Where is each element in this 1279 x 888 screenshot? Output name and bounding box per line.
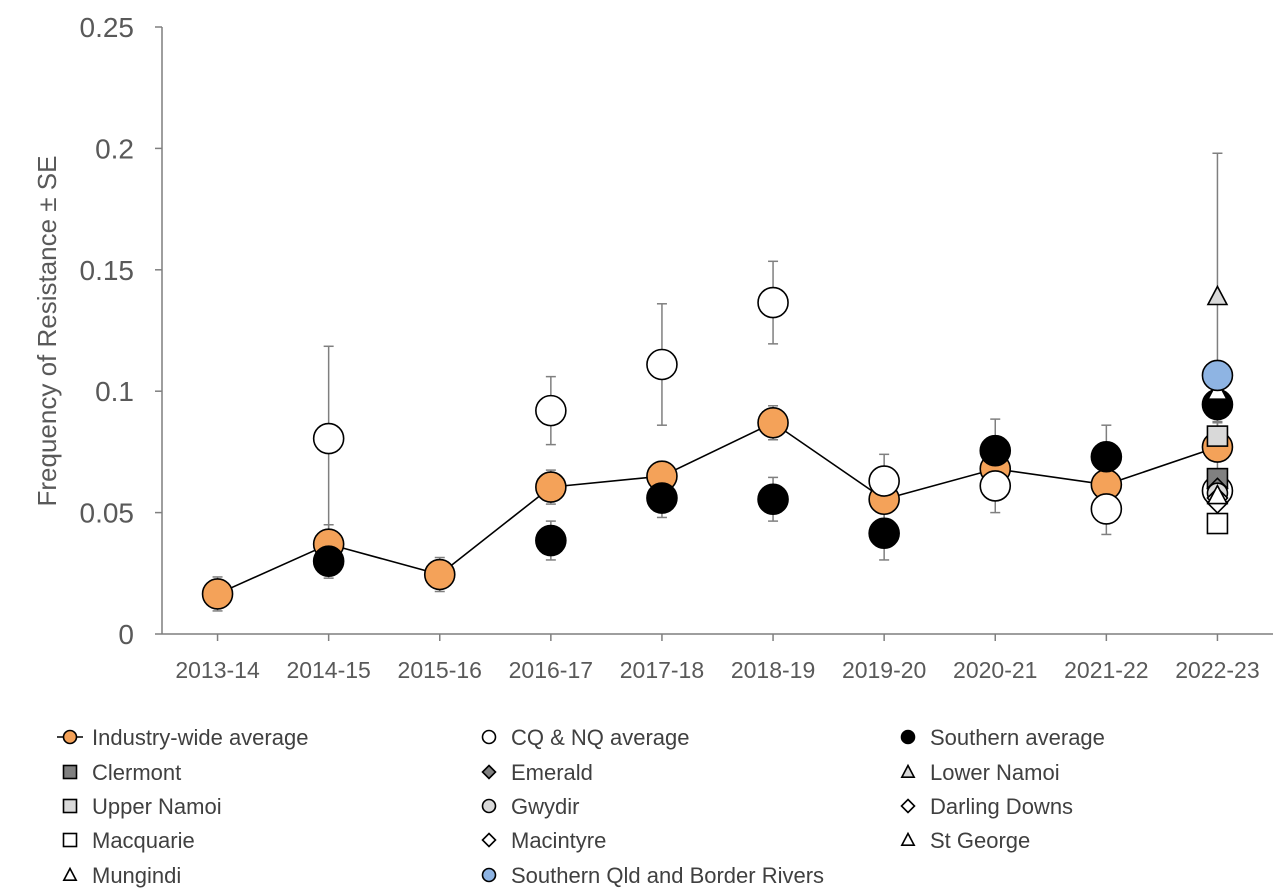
data-markers: [201, 284, 1234, 610]
legend-label: Macquarie: [92, 828, 195, 853]
legend-label: Mungindi: [92, 863, 181, 888]
data-point: [757, 286, 789, 319]
y-tick-label: 0: [118, 619, 134, 650]
legend-marker: [481, 764, 497, 780]
legend-marker: [481, 729, 497, 745]
axes: 0 0.05 0.1 0.15 0.2 0.25 2013-14 2014-15 2015-16…: [80, 12, 1273, 683]
legend-marker: [62, 832, 78, 848]
data-point: [312, 422, 345, 455]
data-point: [1201, 359, 1234, 392]
legend-marker: [62, 764, 78, 780]
data-point: [535, 394, 567, 427]
data-point: [868, 517, 900, 550]
legend-label: Lower Namoi: [930, 760, 1060, 785]
legend-marker: [481, 832, 497, 848]
x-tick-label: 2021-22: [1064, 657, 1148, 683]
series-line: [217, 421, 1218, 595]
legend-label: Upper Namoi: [92, 794, 222, 819]
data-point: [1206, 512, 1229, 535]
error-bars: [212, 152, 1223, 612]
data-point: [1090, 493, 1123, 525]
x-tick-label: 2016-17: [509, 657, 593, 683]
x-tick-label: 2017-18: [620, 657, 704, 683]
legend: Industry-wide average CQ & NQ average Sout…: [57, 725, 1105, 888]
legend-label: Southern Qld and Border Rivers: [511, 863, 824, 888]
legend-marker: [481, 798, 497, 814]
data-point: [646, 482, 678, 514]
y-tick-label: 0.2: [95, 133, 134, 164]
legend-label: Southern average: [930, 725, 1105, 750]
legend-label: Macintyre: [511, 828, 606, 853]
x-tick-label: 2019-20: [842, 657, 926, 683]
data-point: [535, 524, 567, 557]
y-axis-label: Frequency of Resistance ± SE: [32, 156, 62, 507]
y-tick-label: 0.1: [95, 376, 134, 407]
legend-marker: [900, 798, 916, 814]
data-point: [535, 471, 567, 503]
data-point: [979, 434, 1012, 467]
series-lines: [217, 421, 1218, 595]
legend-label: Emerald: [511, 760, 593, 785]
legend-marker: [900, 831, 916, 847]
y-tick-label: 0.05: [80, 498, 135, 529]
legend-marker: [62, 798, 78, 814]
data-point: [757, 483, 789, 516]
data-point: [868, 465, 900, 497]
y-tick-label: 0.25: [80, 12, 135, 43]
data-point: [757, 406, 789, 439]
x-tick-label: 2014-15: [286, 657, 370, 683]
legend-label: CQ & NQ average: [511, 725, 690, 750]
legend-label: Gwydir: [511, 794, 579, 819]
data-point: [646, 348, 678, 381]
legend-label: St George: [930, 828, 1030, 853]
legend-label: Darling Downs: [930, 794, 1073, 819]
x-tick-label: 2022-23: [1175, 657, 1259, 683]
legend-marker: [62, 729, 78, 745]
data-point: [979, 470, 1012, 502]
y-tick-label: 0.15: [80, 255, 135, 286]
x-tick-label: 2018-19: [731, 657, 815, 683]
data-point: [201, 578, 234, 610]
legend-marker: [900, 763, 916, 779]
data-point: [1090, 440, 1123, 473]
legend-marker: [62, 866, 78, 882]
data-point: [423, 558, 456, 591]
legend-marker: [481, 867, 497, 883]
x-tick-label: 2020-21: [953, 657, 1037, 683]
legend-label: Industry-wide average: [92, 725, 308, 750]
data-point: [1206, 284, 1229, 306]
data-point: [1206, 483, 1229, 505]
legend-marker: [900, 729, 916, 745]
data-point: [1206, 425, 1229, 447]
x-tick-label: 2013-14: [175, 657, 260, 683]
data-point: [312, 545, 345, 577]
x-tick-label: 2015-16: [398, 657, 482, 683]
legend-label: Clermont: [92, 760, 181, 785]
